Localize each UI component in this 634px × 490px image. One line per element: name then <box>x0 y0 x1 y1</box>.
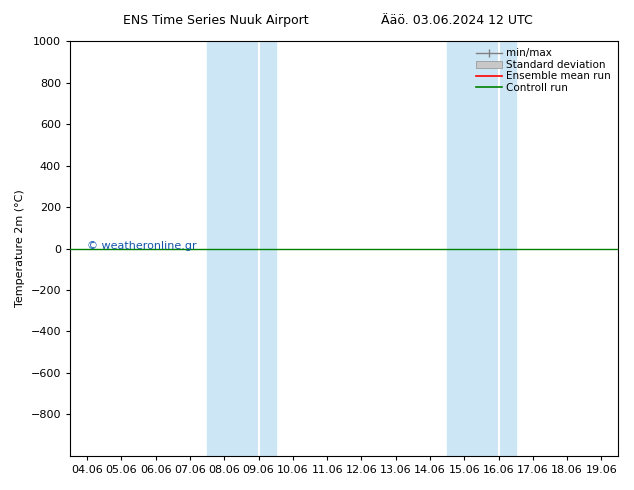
Text: Ääö. 03.06.2024 12 UTC: Ääö. 03.06.2024 12 UTC <box>380 14 533 27</box>
Legend: min/max, Standard deviation, Ensemble mean run, Controll run: min/max, Standard deviation, Ensemble me… <box>474 46 613 95</box>
Bar <box>447 41 515 456</box>
Text: ENS Time Series Nuuk Airport: ENS Time Series Nuuk Airport <box>123 14 308 27</box>
Bar <box>207 41 276 456</box>
Y-axis label: Temperature 2m (°C): Temperature 2m (°C) <box>15 190 25 307</box>
Text: © weatheronline.gr: © weatheronline.gr <box>86 242 196 251</box>
